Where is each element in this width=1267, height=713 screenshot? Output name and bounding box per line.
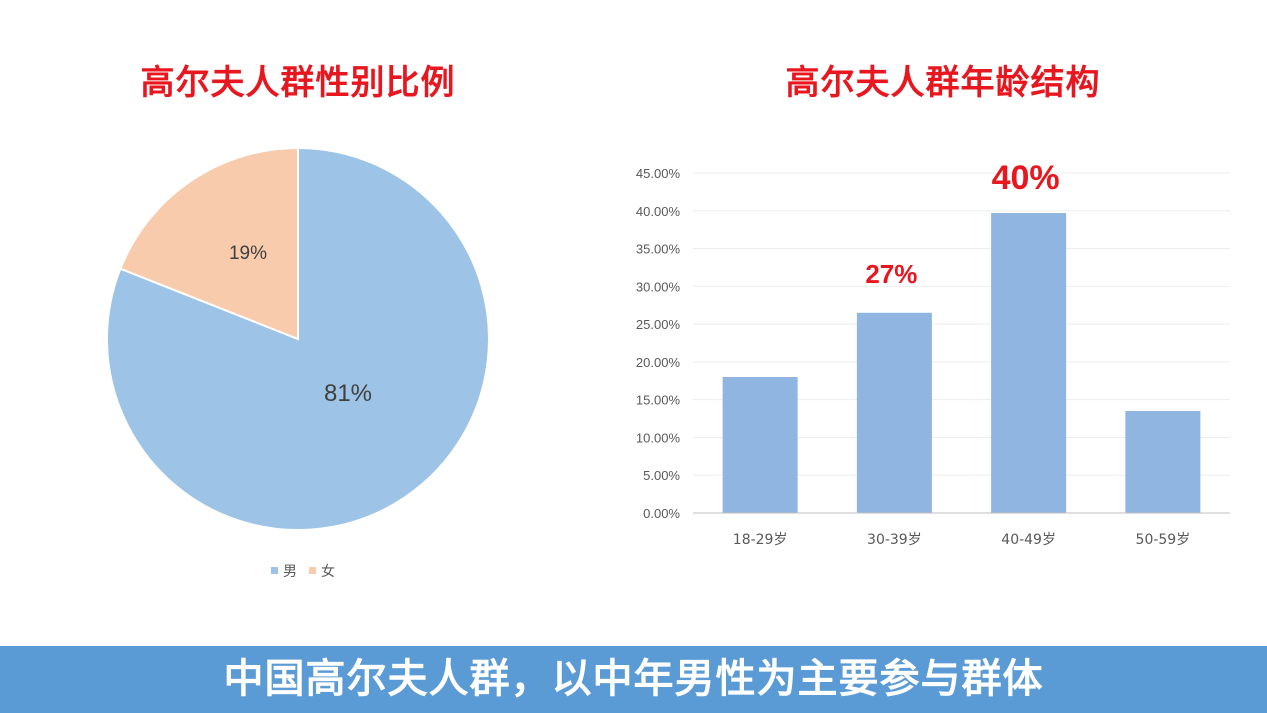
bar bbox=[856, 312, 932, 513]
pie-data-label: 19% bbox=[229, 243, 267, 264]
legend-swatch bbox=[271, 567, 278, 574]
x-tick-label: 50-59岁 bbox=[1136, 532, 1191, 548]
y-tick-label: 15.00% bbox=[636, 393, 681, 408]
y-tick-label: 10.00% bbox=[636, 430, 681, 445]
y-tick-label: 35.00% bbox=[636, 242, 681, 257]
bar bbox=[722, 377, 798, 513]
charts-canvas: 81% 19% 男 女 0.00% 5.00% 10.00% 15.00% 20.00% 25.0… bbox=[106, 146, 1230, 580]
legend-label: 女 bbox=[321, 563, 335, 580]
y-tick-label: 40.00% bbox=[636, 204, 681, 219]
y-tick-label: 45.00% bbox=[636, 166, 681, 181]
x-tick-label: 40-49岁 bbox=[1001, 532, 1056, 548]
y-tick-label: 30.00% bbox=[636, 279, 681, 294]
legend-label: 男 bbox=[283, 564, 297, 580]
bar-chart-title: 高尔夫人群年龄结构 bbox=[785, 63, 1101, 103]
bar bbox=[1125, 411, 1201, 513]
y-tick-label: 25.00% bbox=[636, 317, 681, 332]
y-tick-label: 20.00% bbox=[636, 355, 681, 370]
pie-slice bbox=[119, 146, 299, 341]
y-tick-label: 0.00% bbox=[643, 506, 680, 521]
bar bbox=[991, 213, 1067, 514]
legend-swatch bbox=[309, 567, 316, 574]
pie-chart-title: 高尔夫人群性别比例 bbox=[140, 63, 456, 103]
bar-data-label: 27% bbox=[865, 259, 917, 289]
footer-banner: 中国高尔夫人群，以中年男性为主要参与群体 bbox=[0, 646, 1267, 713]
x-tick-label: 30-39岁 bbox=[867, 532, 922, 548]
x-tick-label: 18-29岁 bbox=[733, 532, 788, 548]
bar-data-label: 40% bbox=[992, 159, 1060, 197]
y-tick-label: 5.00% bbox=[643, 468, 680, 483]
pie-data-label: 81% bbox=[324, 380, 372, 407]
